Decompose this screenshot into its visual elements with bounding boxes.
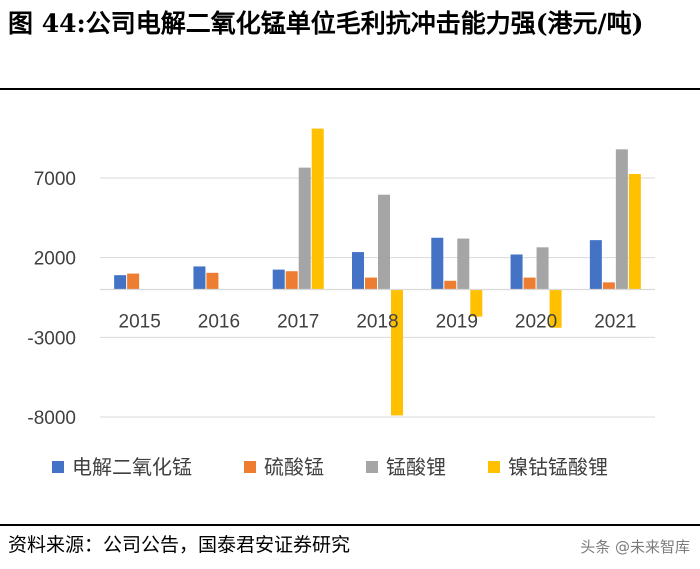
y-tick-label: 2000 bbox=[34, 249, 76, 270]
source-note: 资料来源：公司公告，国泰君安证券研究 bbox=[8, 534, 351, 556]
source-rule bbox=[0, 524, 700, 526]
bar-2020-s1 bbox=[523, 277, 536, 290]
legend-label: 电解二氧化锰 bbox=[72, 455, 192, 479]
bar-2016-s0 bbox=[193, 266, 206, 290]
bar-2017-s1 bbox=[285, 271, 298, 290]
y-tick-labels: 7000 2000 -3000 -8000 bbox=[27, 169, 76, 429]
x-tick-label: 2017 bbox=[277, 312, 319, 333]
chart-title: 图 44:公司电解二氧化锰单位毛利抗冲击能力强(港元/吨) bbox=[8, 9, 644, 38]
y-tick-label: 7000 bbox=[34, 169, 76, 190]
watermark: 头条 @未来智库 bbox=[580, 538, 690, 556]
bar-2017-s3 bbox=[311, 128, 324, 290]
y-tick-label: -8000 bbox=[27, 408, 76, 429]
legend-label: 镍钴锰酸锂 bbox=[508, 455, 608, 479]
bar-2018-s2 bbox=[378, 194, 390, 290]
bar-2021-s3 bbox=[628, 174, 641, 290]
gridlines bbox=[100, 177, 655, 418]
bar-2018-s3 bbox=[391, 289, 403, 416]
x-tick-label: 2015 bbox=[119, 312, 161, 333]
bar-2020-s2 bbox=[536, 247, 549, 290]
bar-2019-s0 bbox=[431, 237, 444, 290]
bar-2016-s1 bbox=[206, 272, 219, 290]
title-rule bbox=[0, 88, 700, 90]
x-tick-label: 2021 bbox=[594, 312, 636, 333]
bar-2018-s1 bbox=[365, 277, 377, 290]
bar-2020-s0 bbox=[510, 254, 523, 290]
bar-2020-s3 bbox=[549, 289, 562, 328]
legend-label: 硫酸锰 bbox=[264, 455, 324, 479]
bar-2019-s2 bbox=[457, 238, 470, 290]
bar-2019-s1 bbox=[444, 280, 457, 290]
bar-2019-s3 bbox=[470, 289, 483, 317]
x-tick-label: 2016 bbox=[198, 312, 240, 333]
bar-2021-s2 bbox=[615, 149, 628, 290]
bar-2021-s1 bbox=[602, 282, 615, 290]
bar-2017-s0 bbox=[272, 269, 285, 290]
legend-swatch bbox=[52, 461, 64, 473]
bar-2015-s0 bbox=[114, 275, 127, 290]
legend: 电解二氧化锰 硫酸锰 锰酸锂 镍钴锰酸锂 bbox=[52, 455, 608, 479]
x-tick-label: 2020 bbox=[515, 312, 557, 333]
y-tick-label: -3000 bbox=[27, 328, 76, 349]
x-tick-label: 2018 bbox=[356, 312, 398, 333]
bars bbox=[114, 128, 641, 416]
x-tick-label: 2019 bbox=[436, 312, 478, 333]
bar-2015-s1 bbox=[127, 273, 140, 290]
legend-swatch bbox=[366, 461, 378, 473]
legend-swatch bbox=[244, 461, 256, 473]
bar-2018-s0 bbox=[352, 252, 364, 290]
x-tick-labels: 2015 2016 2017 2018 2019 2020 2021 bbox=[119, 312, 637, 333]
bar-2017-s2 bbox=[298, 167, 311, 290]
legend-swatch bbox=[488, 461, 500, 473]
legend-label: 锰酸锂 bbox=[386, 455, 446, 479]
bar-2021-s0 bbox=[589, 240, 602, 290]
